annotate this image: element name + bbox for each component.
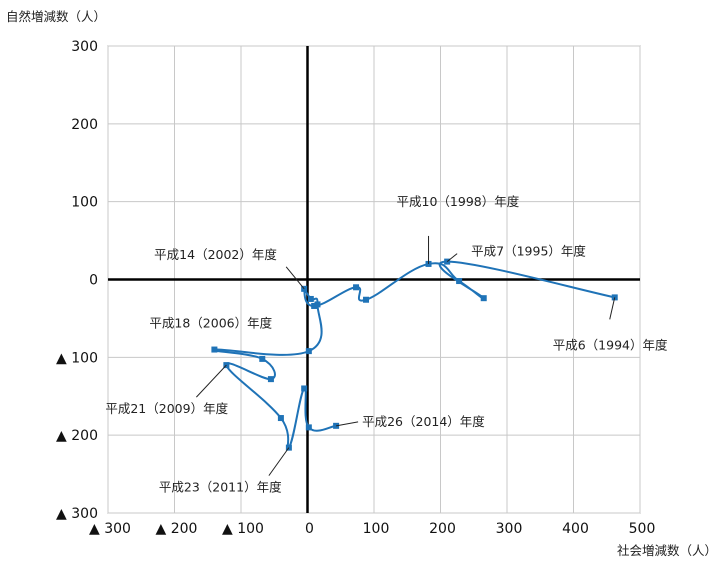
x-tick-label: 200 (429, 521, 456, 537)
annotation-label: 平成7（1995）年度 (471, 244, 586, 259)
data-point (456, 278, 463, 285)
annotation-leader (285, 266, 305, 290)
data-point (353, 284, 360, 291)
series-line (211, 260, 615, 450)
data-point (305, 424, 312, 431)
data-point (277, 415, 284, 422)
annotation-label: 平成10（1998）年度 (397, 194, 520, 209)
x-tick-label: ▲ 100 (222, 521, 264, 537)
annotation-leader (268, 447, 290, 476)
x-tick-label: 500 (629, 521, 656, 537)
x-tick-label: 100 (363, 521, 390, 537)
data-point (267, 376, 274, 383)
x-tick-label: ▲ 300 (89, 521, 131, 537)
y-tick-label: ▲ 300 (56, 506, 98, 522)
annotation-leader (446, 253, 458, 262)
annotation-label: 平成21（2009）年度 (105, 401, 228, 416)
data-point (307, 295, 314, 302)
annotation-label: 平成23（2011）年度 (159, 480, 282, 495)
y-tick-label: 100 (71, 195, 98, 211)
annotation-label: 平成26（2014）年度 (362, 414, 485, 429)
data-point (259, 355, 266, 362)
data-point (305, 348, 312, 355)
x-axis-label: 社会増減数（人） (617, 543, 717, 558)
y-tick-label: ▲ 200 (56, 428, 98, 444)
x-tick-label: 400 (562, 521, 589, 537)
annotation-leader (609, 297, 616, 320)
data-point (211, 346, 218, 353)
annotation-leader (336, 421, 359, 427)
data-point (314, 301, 321, 308)
annotation-label: 平成14（2002）年度 (154, 247, 277, 262)
annotation-label: 平成18（2006）年度 (149, 316, 272, 331)
annotations: 平成6（1994）年度 平成7（1995）年度 平成10（1998）年度平成14（2… (105, 194, 668, 495)
data-point (301, 385, 308, 392)
tick-labels: ▲ 300 ▲ 200 ▲ 100 0 100 200 300 400 500 300 200 100… (56, 39, 655, 537)
x-tick-label: ▲ 200 (156, 521, 198, 537)
y-axis-label: 自然増減数（人） (6, 9, 106, 24)
y-tick-label: 0 (89, 273, 98, 289)
grid (107, 45, 641, 514)
y-tick-label: 300 (71, 39, 98, 55)
annotation-leader (196, 364, 227, 398)
x-tick-label: 300 (496, 521, 523, 537)
annotation-label: 平成6（1994）年度 (553, 337, 668, 352)
y-tick-label: ▲ 100 (56, 350, 98, 366)
axes (108, 46, 640, 513)
x-tick-label: 0 (305, 521, 314, 537)
y-tick-label: 200 (71, 117, 98, 133)
data-point (480, 295, 487, 302)
data-point (311, 302, 318, 309)
data-point (363, 296, 370, 303)
